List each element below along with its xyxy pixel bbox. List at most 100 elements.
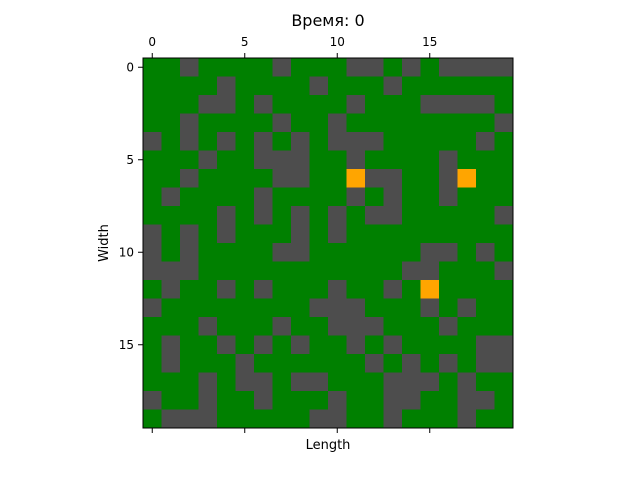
- heatmap-cell: [198, 113, 218, 133]
- heatmap-cell: [346, 169, 366, 188]
- heatmap-cell: [476, 206, 495, 225]
- heatmap-cell: [309, 187, 329, 207]
- plot-frame: [142, 57, 514, 429]
- heatmap-cell: [402, 132, 421, 151]
- heatmap-cell: [365, 224, 384, 244]
- heatmap-cell: [143, 150, 162, 170]
- heatmap-cell: [476, 150, 495, 170]
- heatmap-cell: [328, 132, 347, 151]
- heatmap-cell: [328, 391, 347, 410]
- heatmap-cell: [383, 317, 403, 336]
- heatmap-cell: [402, 317, 421, 336]
- heatmap-cell: [383, 132, 403, 151]
- heatmap-cell: [476, 317, 495, 336]
- heatmap-cell: [420, 187, 440, 207]
- heatmap-cell: [235, 280, 255, 299]
- heatmap-cell: [457, 335, 477, 355]
- heatmap-cell: [494, 169, 514, 188]
- heatmap-cell: [457, 150, 477, 170]
- heatmap-cell: [198, 391, 218, 410]
- heatmap-cell: [383, 261, 403, 281]
- heatmap-cell: [143, 391, 162, 410]
- heatmap-cell: [457, 113, 477, 133]
- heatmap-cell: [365, 169, 384, 188]
- heatmap-cell: [365, 335, 384, 355]
- heatmap-cell: [457, 372, 477, 392]
- y-axis-ticks: 0 5 10 15: [119, 60, 143, 352]
- heatmap-cell: [272, 113, 292, 133]
- heatmap-cell: [272, 224, 292, 244]
- heatmap-cell: [346, 335, 366, 355]
- heatmap-cell: [439, 58, 458, 77]
- chart-title: Время: 0: [291, 11, 364, 30]
- heatmap-cell: [365, 261, 384, 281]
- heatmap-cell: [217, 169, 236, 188]
- heatmap-cell: [143, 76, 162, 96]
- heatmap-cell: [328, 280, 347, 299]
- heatmap-cell: [328, 372, 347, 392]
- heatmap-cell: [420, 95, 440, 114]
- heatmap-cell: [402, 409, 421, 429]
- heatmap-cell: [309, 58, 329, 77]
- heatmap-cell: [272, 95, 292, 114]
- heatmap-cell: [143, 113, 162, 133]
- heatmap-cell: [291, 409, 310, 429]
- heatmap-cell: [254, 187, 273, 207]
- heatmap-cell: [420, 113, 440, 133]
- heatmap-cell: [328, 169, 347, 188]
- heatmap-cell: [328, 354, 347, 373]
- heatmap-cell: [161, 243, 181, 262]
- heatmap-cell: [180, 58, 199, 77]
- heatmap-cell: [309, 224, 329, 244]
- heatmap-cell: [365, 113, 384, 133]
- heatmap-cell: [420, 354, 440, 373]
- heatmap-cell: [291, 132, 310, 151]
- heatmap-cell: [383, 354, 403, 373]
- heatmap-cell: [365, 243, 384, 262]
- heatmap-cell: [346, 391, 366, 410]
- heatmap-cell: [457, 243, 477, 262]
- heatmap-cell: [420, 335, 440, 355]
- heatmap-cell: [420, 298, 440, 318]
- heatmap-cell: [346, 317, 366, 336]
- heatmap-cell: [235, 206, 255, 225]
- x-axis-ticks: 0 5 10 15: [148, 35, 437, 433]
- heatmap-cell: [420, 150, 440, 170]
- heatmap-cell: [494, 372, 514, 392]
- heatmap-cell: [254, 298, 273, 318]
- heatmap-cell: [476, 409, 495, 429]
- heatmap-cell: [346, 243, 366, 262]
- heatmap-cell: [180, 298, 199, 318]
- heatmap-cell: [328, 298, 347, 318]
- heatmap-cell: [402, 206, 421, 225]
- heatmap-cell: [402, 354, 421, 373]
- heatmap-cell: [439, 150, 458, 170]
- heatmap-cell: [383, 187, 403, 207]
- heatmap-cell: [291, 354, 310, 373]
- heatmap-cell: [383, 206, 403, 225]
- heatmap-cell: [309, 132, 329, 151]
- heatmap-cell: [217, 132, 236, 151]
- heatmap-cell: [161, 58, 181, 77]
- heatmap-cell: [143, 317, 162, 336]
- heatmap-cell: [476, 243, 495, 262]
- heatmap-cell: [272, 150, 292, 170]
- heatmap-cell: [383, 409, 403, 429]
- heatmap-cell: [161, 187, 181, 207]
- heatmap-cell: [198, 150, 218, 170]
- heatmap-cell: [309, 298, 329, 318]
- heatmap-cell: [161, 132, 181, 151]
- heatmap-cell: [180, 224, 199, 244]
- heatmap-cell: [365, 354, 384, 373]
- heatmap-cell: [476, 169, 495, 188]
- heatmap-cell: [476, 354, 495, 373]
- heatmap-cell: [420, 317, 440, 336]
- heatmap-cell: [439, 76, 458, 96]
- heatmap-cell: [439, 354, 458, 373]
- heatmap-cell: [346, 298, 366, 318]
- heatmap-cell: [291, 95, 310, 114]
- heatmap-cell: [383, 95, 403, 114]
- heatmap-cell: [161, 280, 181, 299]
- heatmap-cell: [383, 169, 403, 188]
- heatmap-cell: [198, 372, 218, 392]
